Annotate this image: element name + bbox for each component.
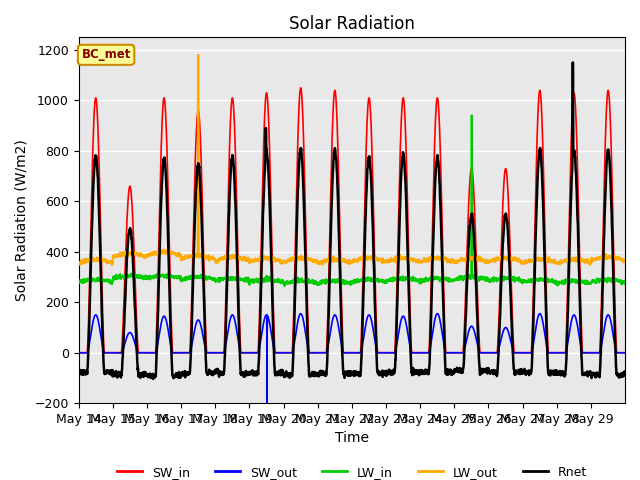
Rnet [248,370,255,375]
Text: BC_met: BC_met [81,48,131,61]
LW_in [247,279,255,285]
Line: Rnet: Rnet [79,62,625,379]
SW_in [247,350,255,356]
LW_in [516,277,524,283]
SW_out [297,311,305,316]
LW_in [129,273,137,279]
SW_in [621,350,629,356]
LW_in [621,280,629,286]
SW_in [385,350,392,356]
X-axis label: Time: Time [335,432,369,445]
LW_in [548,278,556,284]
SW_in [547,350,555,356]
Rnet [516,371,524,376]
SW_out [263,400,271,406]
LW_out [75,261,83,266]
Line: SW_out: SW_out [79,313,625,403]
Title: Solar Radiation: Solar Radiation [289,15,415,33]
SW_in [75,350,83,356]
SW_out [129,335,137,341]
Rnet [547,370,555,376]
Rnet [569,60,577,65]
SW_out [75,350,83,356]
SW_out [548,350,556,356]
Rnet [385,370,392,376]
LW_out [248,256,255,262]
LW_out [194,52,202,58]
LW_out [108,262,116,268]
Line: SW_in: SW_in [79,88,625,353]
SW_out [385,350,393,356]
Legend: SW_in, SW_out, LW_in, LW_out, Rnet: SW_in, SW_out, LW_in, LW_out, Rnet [112,461,592,480]
SW_out [614,350,621,356]
SW_in [614,350,621,356]
SW_in [516,350,524,356]
Rnet [614,373,621,379]
SW_in [129,227,137,232]
LW_out [614,254,621,260]
Y-axis label: Solar Radiation (W/m2): Solar Radiation (W/m2) [15,139,29,301]
LW_out [621,258,629,264]
SW_in [297,85,305,91]
Line: LW_out: LW_out [79,55,625,265]
SW_out [247,350,255,356]
Rnet [621,373,629,379]
SW_out [516,350,524,356]
LW_out [516,257,524,263]
Rnet [75,367,83,372]
LW_out [385,258,393,264]
Rnet [149,376,157,382]
LW_in [468,113,476,119]
LW_out [130,252,138,257]
LW_in [614,277,621,283]
LW_in [385,278,392,284]
SW_out [621,350,629,356]
LW_in [75,277,83,283]
LW_out [548,258,556,264]
Line: LW_in: LW_in [79,116,625,286]
Rnet [129,264,137,269]
LW_in [281,283,289,289]
